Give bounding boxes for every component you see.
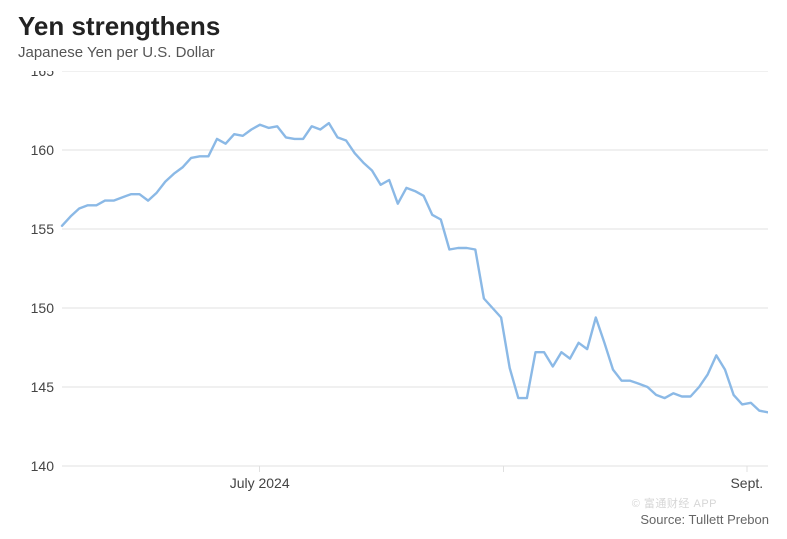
svg-text:145: 145 <box>31 379 55 395</box>
svg-text:July 2024: July 2024 <box>230 475 290 491</box>
svg-text:160: 160 <box>31 142 55 158</box>
source-attribution: Source: Tullett Prebon <box>640 512 769 527</box>
chart-subtitle: Japanese Yen per U.S. Dollar <box>18 44 769 61</box>
chart-container: Yen strengthens Japanese Yen per U.S. Do… <box>0 0 787 539</box>
svg-text:155: 155 <box>31 221 55 237</box>
line-chart-svg: 140 145 150 155 160 165 July 2024 Sept. <box>18 71 768 491</box>
chart-area: 140 145 150 155 160 165 July 2024 Sept. <box>18 71 768 491</box>
svg-text:140: 140 <box>31 458 55 474</box>
svg-text:165: 165 <box>31 71 55 79</box>
chart-title: Yen strengthens <box>18 12 769 41</box>
svg-text:Sept.: Sept. <box>730 475 763 491</box>
svg-text:150: 150 <box>31 300 55 316</box>
watermark-text: © 富通财经 APP <box>632 495 717 511</box>
